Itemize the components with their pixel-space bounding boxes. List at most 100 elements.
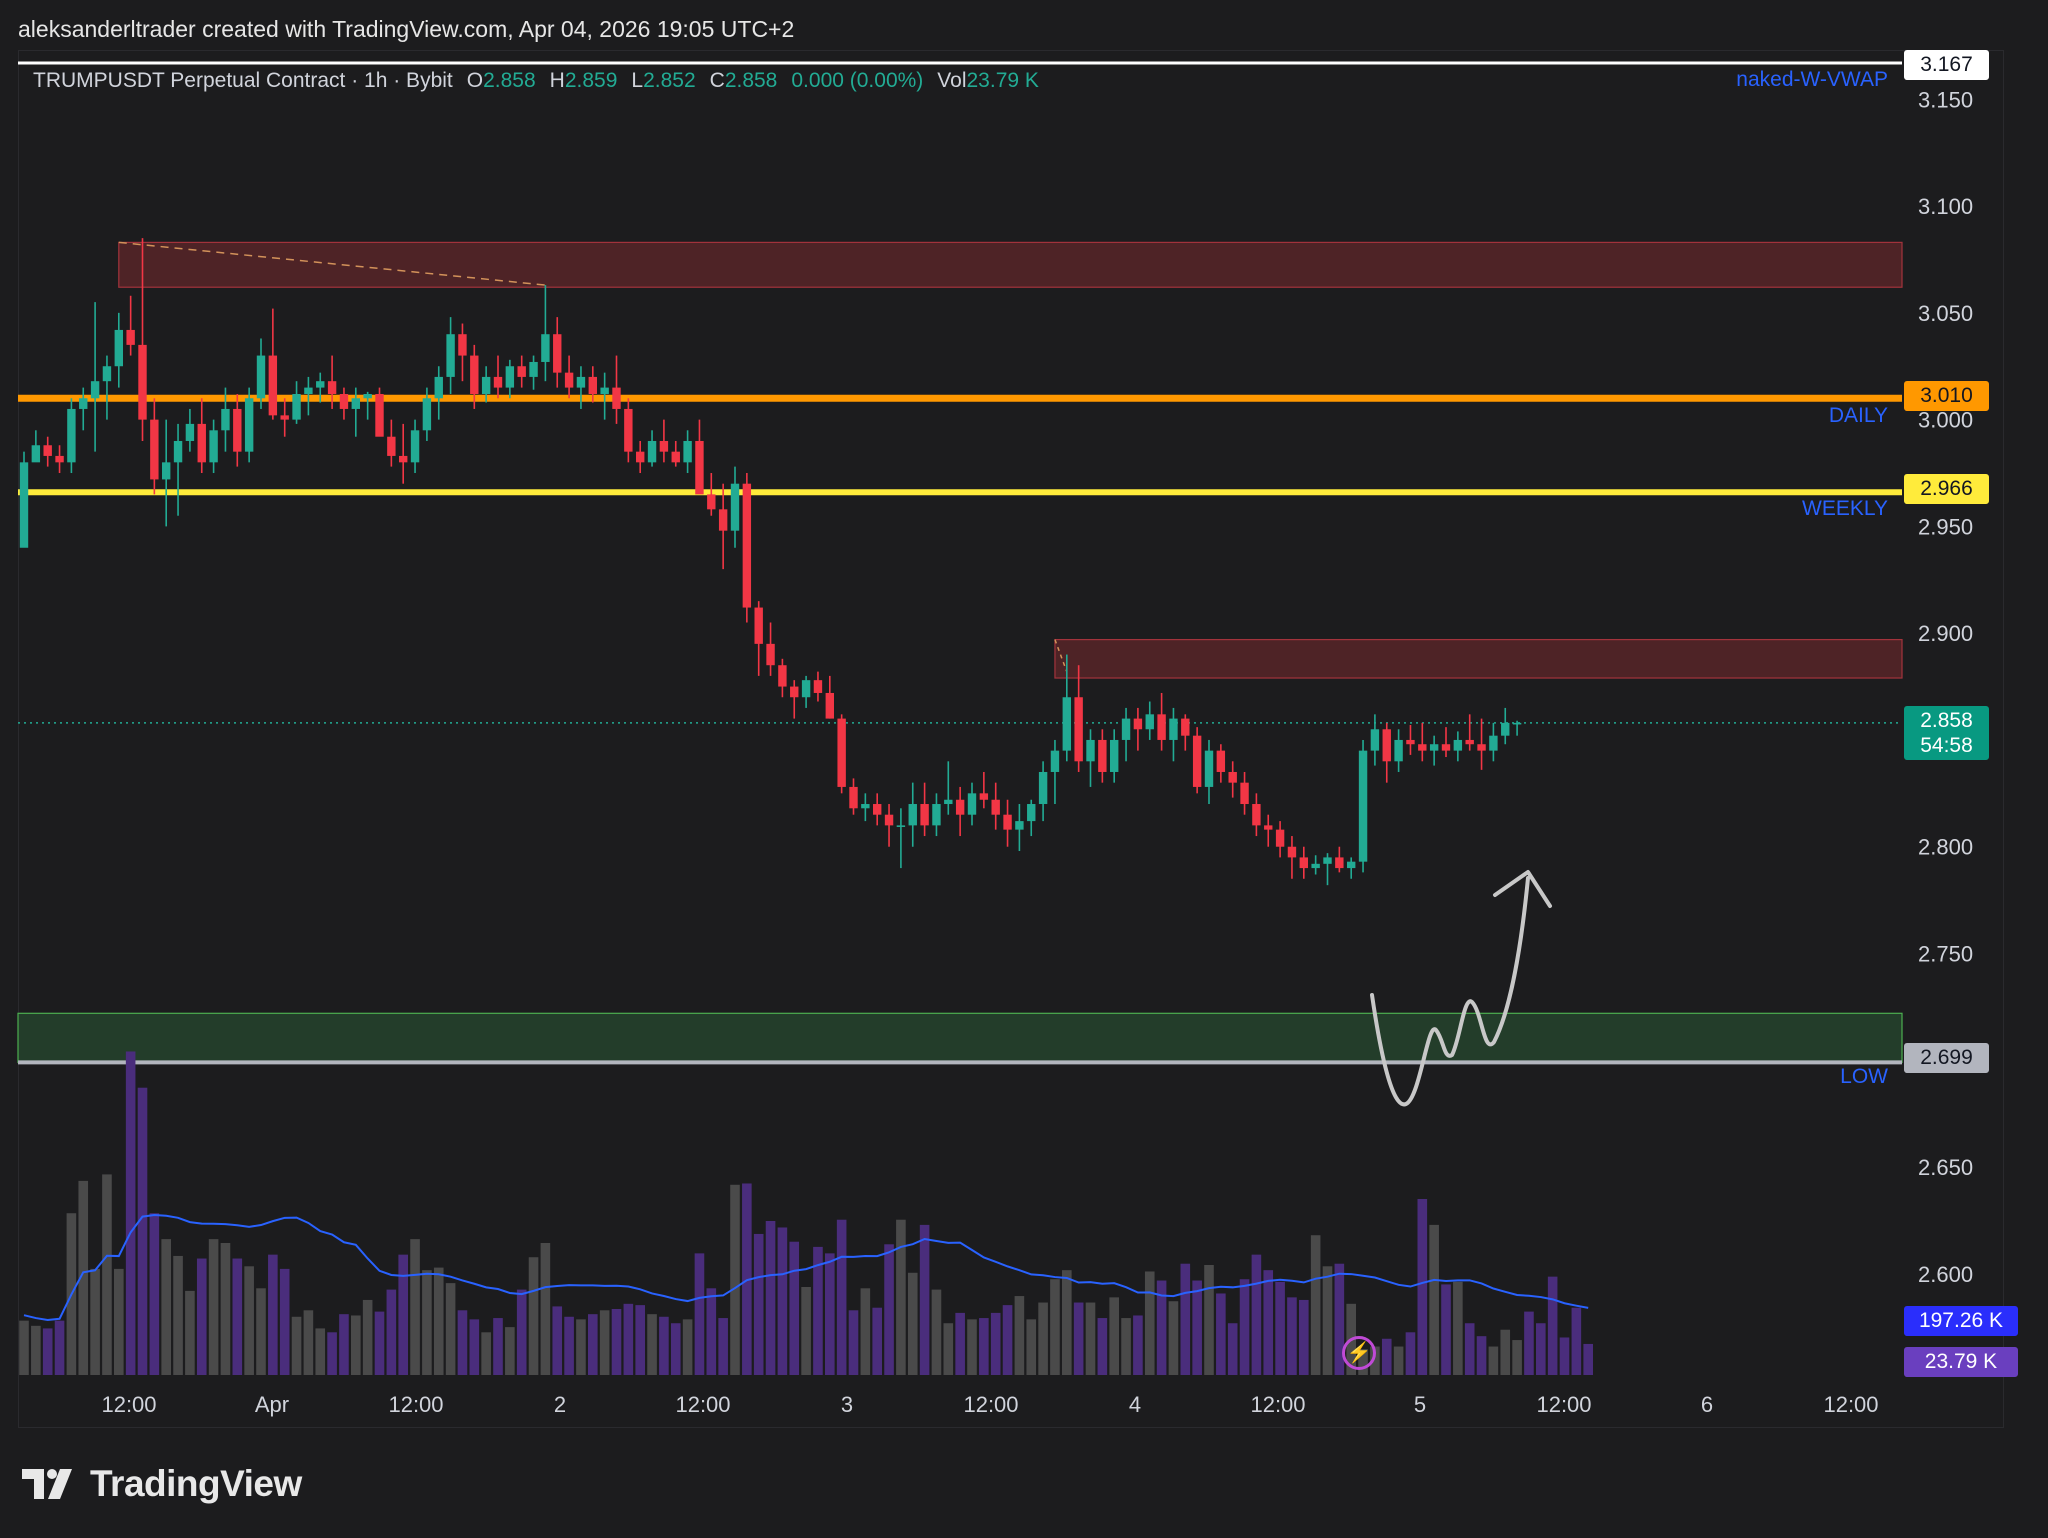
volume-bar	[1393, 1346, 1404, 1375]
volume-bar	[1488, 1346, 1499, 1375]
volume-bar	[516, 1289, 527, 1375]
candle-body	[718, 509, 728, 531]
volume-bar	[1571, 1307, 1582, 1375]
close-value: 2.858	[724, 69, 778, 92]
candle-body	[43, 445, 52, 456]
open-label: O	[466, 69, 484, 92]
candle-body	[1062, 697, 1071, 751]
candle-body	[1429, 744, 1439, 751]
candle-body	[1145, 714, 1154, 730]
chart-canvas[interactable]: 3.150 3.100 3.050 3.000 2.950 2.900 2.800 2.750…	[0, 0, 2048, 1440]
vwap-indicator-label[interactable]: naked-W-VWAP	[1736, 68, 1888, 91]
volume-bar	[1512, 1340, 1522, 1375]
projection-path	[1370, 876, 1530, 1107]
candle-body	[1347, 861, 1356, 869]
candle-body	[221, 408, 230, 431]
volume-bar	[1144, 1271, 1155, 1375]
candle-body	[588, 376, 597, 395]
candle-body	[1323, 857, 1332, 864]
volume-bar	[125, 1051, 136, 1375]
candle-body	[1110, 739, 1119, 772]
candle-body	[730, 483, 740, 531]
candle-body	[31, 445, 41, 463]
volume-bars	[19, 1051, 1593, 1375]
volume-bar	[232, 1258, 243, 1375]
volume-bar	[78, 1180, 89, 1375]
candle-body	[434, 376, 443, 399]
candle-body	[1169, 718, 1178, 740]
volume-bar	[753, 1233, 764, 1375]
x-tick-label: 12:00	[388, 1392, 443, 1417]
volume-bar	[137, 1087, 148, 1375]
y-tick-label: 3.000	[1918, 408, 1973, 433]
volume-bar	[1417, 1199, 1428, 1375]
candle-body	[19, 462, 29, 548]
volume-bar	[896, 1219, 906, 1375]
volume-bar	[303, 1310, 314, 1375]
volume-bar	[457, 1310, 468, 1375]
last-price-tag: 2.858 54:58	[1904, 706, 1989, 760]
candle-body	[1204, 750, 1214, 787]
candle-body	[955, 799, 965, 815]
volume-bar	[1216, 1293, 1226, 1375]
x-tick-label: 5	[1414, 1392, 1426, 1417]
candle-body	[268, 355, 278, 416]
candle-body	[67, 408, 76, 463]
volume-bar	[173, 1255, 183, 1375]
volume-bar	[1109, 1297, 1119, 1375]
volume-bar	[611, 1309, 622, 1375]
volume-bar	[185, 1290, 195, 1375]
symbol-title[interactable]: TRUMPUSDT Perpetual Contract · 1h · Bybi…	[33, 69, 453, 92]
volume-bar	[836, 1219, 847, 1375]
candle-body	[1192, 735, 1202, 787]
candle-body	[825, 692, 834, 719]
volume-bar	[1038, 1302, 1048, 1375]
candle-body	[553, 334, 562, 373]
candle-body	[493, 376, 503, 388]
volume-bar	[1133, 1315, 1143, 1375]
candle-body	[1501, 722, 1510, 736]
y-tick-label: 2.800	[1918, 835, 1973, 860]
candle-body	[979, 793, 989, 800]
replay-bolt-icon[interactable]: ⚡	[1342, 1336, 1376, 1370]
volume-bar	[422, 1270, 432, 1375]
candle-body	[138, 344, 147, 420]
candle-body	[873, 804, 882, 815]
candle-body	[1287, 846, 1297, 858]
volume-bar	[1429, 1224, 1439, 1375]
candle-body	[1441, 744, 1451, 751]
volume-bar	[777, 1227, 788, 1375]
volume-bar	[765, 1221, 776, 1375]
volume-bar	[884, 1244, 894, 1375]
candle-body	[683, 440, 692, 463]
candle-body	[410, 430, 420, 463]
x-tick-label: 2	[554, 1392, 566, 1417]
candle-body	[470, 355, 479, 395]
candle-body	[375, 394, 384, 437]
volume-bar	[374, 1311, 385, 1375]
candle-body	[1299, 857, 1308, 869]
volume-bar	[1476, 1336, 1487, 1375]
volume-bar	[244, 1266, 254, 1375]
candle-body	[967, 793, 977, 815]
volume-bar	[1310, 1235, 1321, 1375]
candle-body	[754, 607, 763, 644]
volume-bar	[730, 1184, 740, 1375]
volume-bar	[362, 1299, 373, 1375]
candle-body	[292, 394, 301, 420]
weekly-level-label: WEEKLY	[1802, 497, 1888, 520]
candle-body	[861, 804, 870, 809]
candle-body	[884, 814, 894, 826]
volume-bar	[552, 1306, 563, 1375]
volume-bar	[208, 1239, 219, 1375]
candle-body	[612, 387, 621, 409]
volume-tag: 23.79 K	[1904, 1347, 2018, 1377]
volume-bar	[1370, 1346, 1380, 1375]
volume-bar	[907, 1272, 918, 1375]
candle-body	[695, 440, 704, 495]
low-value: 2.852	[643, 69, 696, 92]
candle-body	[624, 408, 633, 452]
chart-legend: TRUMPUSDT Perpetual Contract · 1h · Bybi…	[33, 69, 1039, 93]
volume-bar	[528, 1257, 539, 1375]
volume-bar	[398, 1254, 408, 1375]
